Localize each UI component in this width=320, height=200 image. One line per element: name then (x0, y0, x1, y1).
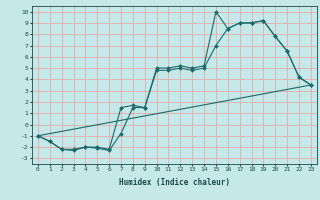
X-axis label: Humidex (Indice chaleur): Humidex (Indice chaleur) (119, 178, 230, 187)
